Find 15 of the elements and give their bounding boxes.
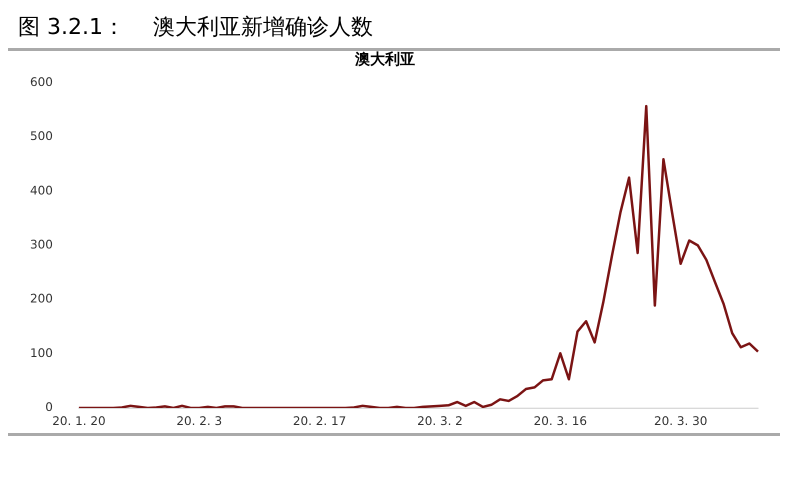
y-tick-label: 300 xyxy=(30,238,53,252)
chart-subtitle: 澳大利亚 xyxy=(354,50,416,68)
y-tick-label: 400 xyxy=(30,183,53,198)
x-tick-label: 20. 3. 2 xyxy=(417,414,463,428)
y-tick-label: 0 xyxy=(45,400,53,414)
chart-title: 图 3.2.1： 澳大利亚新增确诊人数 xyxy=(8,8,780,51)
y-tick-label: 100 xyxy=(30,346,53,360)
x-tick-label: 20. 3. 30 xyxy=(654,414,708,428)
x-tick-label: 20. 2. 17 xyxy=(292,414,346,428)
x-tick-label: 20. 2. 3 xyxy=(176,414,222,428)
x-tick-label: 20. 3. 16 xyxy=(534,414,587,428)
y-tick-label: 600 xyxy=(30,74,53,89)
x-tick-label: 20. 1. 20 xyxy=(52,414,106,428)
y-tick-label: 500 xyxy=(30,129,53,144)
y-tick-label: 200 xyxy=(30,292,53,306)
